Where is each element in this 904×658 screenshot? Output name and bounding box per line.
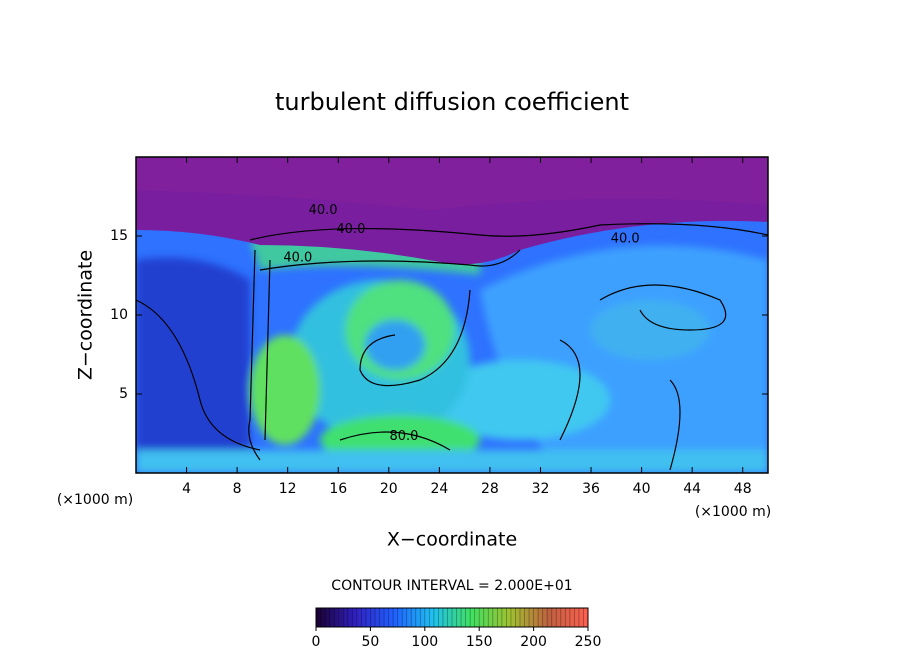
y-tick-label: 10 bbox=[110, 307, 128, 323]
x-tick-label: 36 bbox=[582, 481, 600, 497]
x-tick-label: 32 bbox=[532, 481, 550, 497]
colorbar-tick-label: 100 bbox=[411, 634, 438, 650]
colorbar-tick-label: 200 bbox=[520, 634, 547, 650]
colorbar bbox=[315, 607, 589, 628]
contour-label: 40.0 bbox=[611, 232, 640, 247]
contour-label: 40.0 bbox=[309, 203, 338, 218]
x-tick-label: 4 bbox=[182, 481, 191, 497]
x-tick-label: 16 bbox=[329, 481, 347, 497]
contour-label: 80.0 bbox=[389, 429, 418, 444]
x-tick-label: 48 bbox=[734, 481, 752, 497]
colorbar-tick-label: 150 bbox=[466, 634, 493, 650]
x-tick-label: 20 bbox=[380, 481, 398, 497]
x-tick-label: 28 bbox=[481, 481, 499, 497]
colorbar-tick-label: 0 bbox=[312, 634, 321, 650]
x-tick-label: 24 bbox=[430, 481, 448, 497]
x-tick-label: 40 bbox=[633, 481, 651, 497]
x-tick-label: 12 bbox=[279, 481, 297, 497]
x-tick-label: 8 bbox=[233, 481, 242, 497]
x-axis-label: X−coordinate bbox=[387, 529, 517, 551]
contour-label: 40.0 bbox=[283, 251, 312, 266]
colorbar-tick-label: 250 bbox=[575, 634, 602, 650]
contour-interval: CONTOUR INTERVAL = 2.000E+01 bbox=[331, 578, 572, 594]
x-unit-left: (×1000 m) bbox=[57, 492, 133, 508]
field bbox=[136, 157, 768, 473]
x-tick-label: 44 bbox=[683, 481, 701, 497]
y-tick-label: 15 bbox=[110, 228, 128, 244]
colorbar-tick-label: 50 bbox=[361, 634, 379, 650]
y-axis-label: Z−coordinate bbox=[75, 250, 97, 380]
x-unit-right: (×1000 m) bbox=[695, 504, 771, 520]
chart-title: turbulent diffusion coefficient bbox=[275, 88, 629, 116]
contour-label: 40.0 bbox=[336, 222, 365, 237]
y-tick-label: 5 bbox=[119, 386, 128, 402]
